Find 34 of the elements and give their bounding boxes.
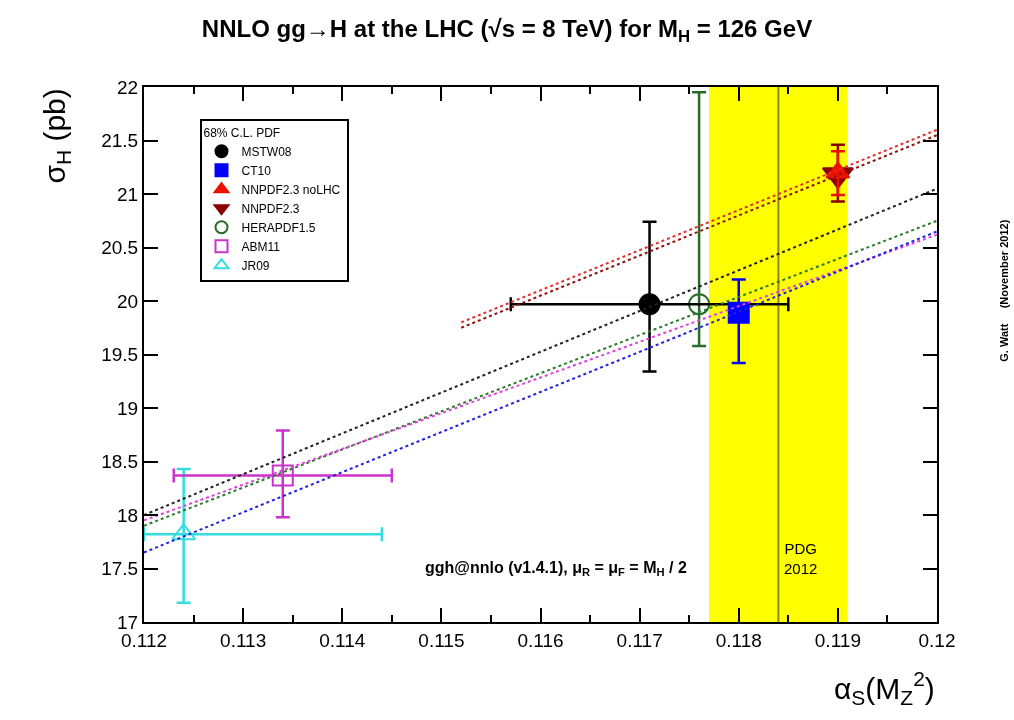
x-tick-label: 0.119 bbox=[814, 629, 861, 651]
y-tick-label: 21.5 bbox=[101, 130, 139, 152]
ref-line-label: PDG 2012 bbox=[784, 540, 818, 577]
legend-label: NNPDF2.3 bbox=[241, 201, 300, 216]
point bbox=[688, 293, 711, 316]
y-tick-label: 17.5 bbox=[101, 558, 139, 580]
legend-label: NNPDF2.3 noLHC bbox=[241, 182, 341, 197]
point bbox=[638, 293, 661, 316]
x-tick-label: 0.117 bbox=[616, 629, 663, 651]
text: G. Watt (November 2012) bbox=[998, 219, 1011, 362]
y-tick-label: 18 bbox=[117, 504, 139, 526]
y-tick-label: 20 bbox=[117, 290, 139, 312]
legend-label: CT10 bbox=[241, 163, 272, 178]
x-tick-label: 0.113 bbox=[220, 629, 267, 651]
y-tick-label: 19 bbox=[117, 397, 139, 419]
legend-label: HERAPDF1.5 bbox=[241, 220, 316, 235]
x-tick-label: 0.114 bbox=[319, 629, 366, 651]
legend-label: ABM11 bbox=[241, 239, 281, 254]
y-tick-label: 21 bbox=[117, 183, 139, 205]
point bbox=[271, 464, 294, 487]
chart-title: NNLO gg→H at the LHC (√s = 8 TeV) for M$_{H}$ = 126 GeV bbox=[201, 15, 813, 47]
y-tick-label: 19.5 bbox=[101, 344, 139, 366]
y-tick-label: 18.5 bbox=[101, 451, 139, 473]
x-tick-label: 0.118 bbox=[715, 629, 762, 651]
annotation: ggh@nnlo (v1.4.1), μ$_{R}$ = μ$_{F}$ = M$_{H}$ / 2 bbox=[425, 559, 687, 579]
y-tick-label: 20.5 bbox=[101, 237, 139, 259]
legend-label: JR09 bbox=[241, 258, 270, 273]
x-tick-label: 0.116 bbox=[517, 629, 564, 651]
x-axis-title: α$_{S}$(M$_{Z}$$^{2}$) bbox=[834, 667, 935, 709]
y-tick-label: 22 bbox=[117, 76, 139, 98]
legend-label: MSTW08 bbox=[241, 144, 292, 159]
x-tick-label: 0.12 bbox=[918, 629, 956, 651]
x-tick-label: 0.115 bbox=[418, 629, 465, 651]
legend-title: 68% C.L. PDF bbox=[203, 125, 281, 140]
